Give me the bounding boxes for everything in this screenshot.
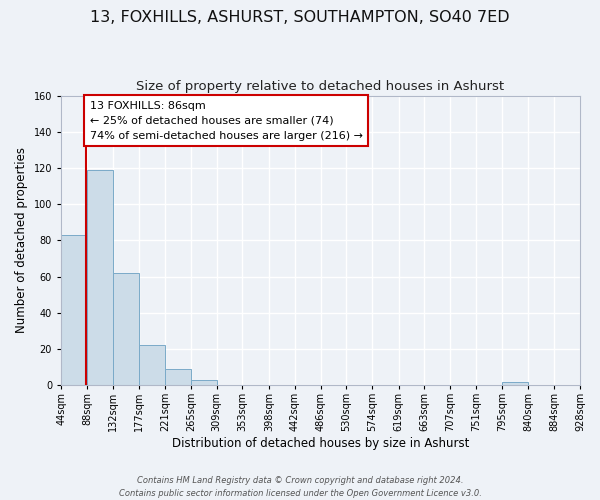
Title: Size of property relative to detached houses in Ashurst: Size of property relative to detached ho… <box>136 80 505 93</box>
Text: 13 FOXHILLS: 86sqm
← 25% of detached houses are smaller (74)
74% of semi-detache: 13 FOXHILLS: 86sqm ← 25% of detached hou… <box>90 101 363 140</box>
X-axis label: Distribution of detached houses by size in Ashurst: Distribution of detached houses by size … <box>172 437 469 450</box>
Text: 13, FOXHILLS, ASHURST, SOUTHAMPTON, SO40 7ED: 13, FOXHILLS, ASHURST, SOUTHAMPTON, SO40… <box>90 10 510 25</box>
Y-axis label: Number of detached properties: Number of detached properties <box>15 148 28 334</box>
Bar <box>165 369 191 385</box>
Bar <box>502 382 529 385</box>
Bar <box>87 170 113 385</box>
Bar <box>113 273 139 385</box>
Bar <box>61 235 87 385</box>
Bar <box>139 346 165 385</box>
Text: Contains HM Land Registry data © Crown copyright and database right 2024.
Contai: Contains HM Land Registry data © Crown c… <box>119 476 481 498</box>
Bar <box>191 380 217 385</box>
